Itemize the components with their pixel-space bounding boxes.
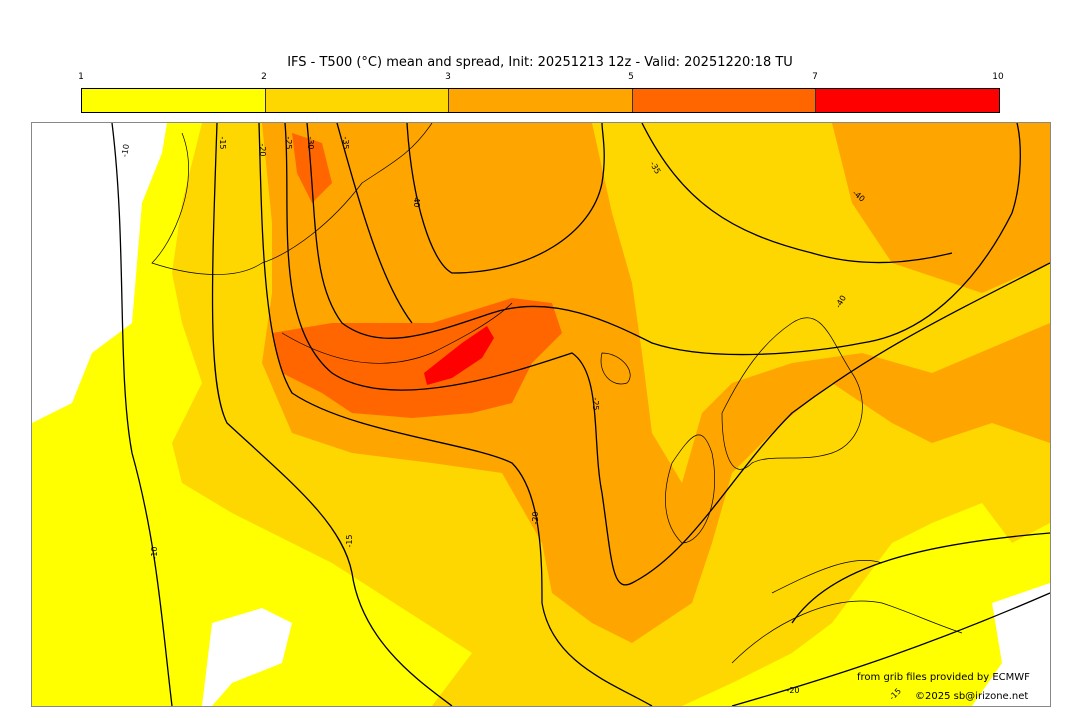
colorbar-tick: 5 — [628, 72, 634, 82]
colorbar-tick: 3 — [445, 72, 451, 82]
source-credit: from grib files provided by ECMWF — [857, 672, 1030, 683]
contour-label: -20 — [786, 686, 799, 695]
spread-7-10 — [424, 326, 494, 385]
spread-5-7 — [292, 133, 332, 203]
colorbar — [81, 88, 1000, 113]
colorbar-bin — [82, 89, 266, 112]
contour-label: -15 — [218, 136, 227, 149]
contour-label: -10 — [120, 143, 131, 157]
contour-label: -30 — [306, 136, 315, 149]
map-svg: -10 -15 -20 -25 -30 -35 -40 -35 -40 -40 … — [32, 123, 1050, 706]
colorbar-tick: 10 — [992, 72, 1004, 82]
contour-label: -20 — [531, 511, 540, 524]
contour-label: -25 — [591, 397, 600, 410]
map-title: IFS - T500 (°C) mean and spread, Init: 2… — [287, 55, 793, 70]
map-plot: -10 -15 -20 -25 -30 -35 -40 -35 -40 -40 … — [31, 122, 1051, 707]
contour-label: -40 — [412, 194, 421, 207]
contour-label: -25 — [284, 136, 293, 149]
spread-3-5 — [832, 123, 1050, 293]
isotherms — [111, 123, 1050, 706]
copyright: ©2025 sb@irizone.net — [915, 691, 1029, 702]
contour-label: -35 — [341, 136, 350, 149]
contour-label: -15 — [345, 534, 354, 547]
no-data-area — [32, 123, 167, 423]
colorbar-tick: 2 — [261, 72, 267, 82]
contour-label: -20 — [258, 143, 267, 156]
colorbar-tick: 7 — [812, 72, 818, 82]
spread-3-5 — [262, 123, 1050, 643]
contour-label: -10 — [150, 546, 159, 559]
no-data-area — [202, 608, 292, 706]
colorbar-bin — [632, 89, 817, 112]
colorbar-tick: 1 — [78, 72, 84, 82]
colorbar-bin — [265, 89, 450, 112]
no-data-area — [972, 583, 1050, 706]
colorbar-bin — [449, 89, 633, 112]
coastlines — [151, 123, 963, 664]
colorbar-bin — [816, 89, 999, 112]
